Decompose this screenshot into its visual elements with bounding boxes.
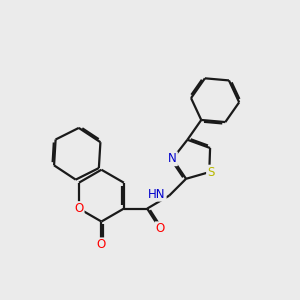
Text: S: S — [207, 166, 214, 178]
Text: O: O — [74, 202, 84, 215]
Text: O: O — [97, 238, 106, 251]
Text: O: O — [155, 222, 165, 235]
Text: N: N — [168, 152, 177, 165]
Text: HN: HN — [148, 188, 166, 201]
